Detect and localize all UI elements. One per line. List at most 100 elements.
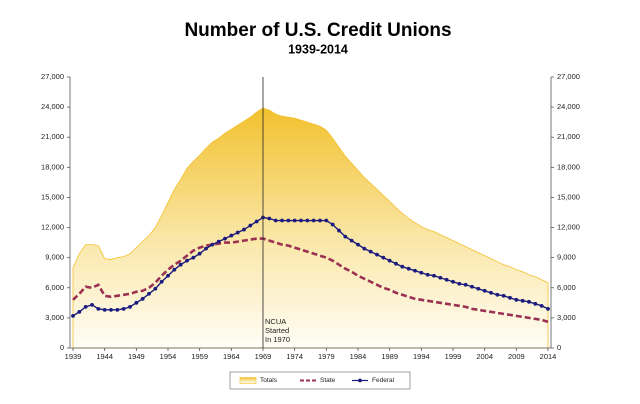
point [229, 233, 234, 238]
chart-subtitle: 1939-2014 [288, 42, 348, 56]
y-tick-label: 21,000 [41, 132, 64, 141]
point [77, 309, 82, 314]
point [235, 230, 240, 235]
legend-label: Totals [260, 377, 278, 384]
y-tick-label: 12,000 [41, 223, 64, 232]
y-tick-label: 27,000 [41, 72, 64, 81]
point [337, 228, 341, 233]
point [115, 307, 120, 312]
point [210, 242, 215, 247]
point [223, 236, 227, 241]
point [147, 291, 151, 296]
y-tick-label-right: 24,000 [557, 102, 580, 111]
point [280, 218, 284, 223]
point [134, 300, 139, 305]
x-tick-label: 2009 [508, 352, 525, 361]
x-tick-label: 1984 [350, 352, 367, 361]
line [72, 237, 549, 324]
point [425, 272, 430, 277]
point [520, 298, 525, 303]
area [72, 107, 549, 349]
point [343, 234, 348, 239]
point [457, 281, 462, 286]
point [185, 258, 189, 263]
y-tick-label: 24,000 [41, 102, 64, 111]
legend-label: Federal [372, 377, 395, 384]
y-tick-label-right: 0 [557, 343, 561, 352]
point [356, 242, 360, 247]
y-tick-label-right: 15,000 [557, 192, 580, 201]
point [324, 218, 329, 223]
point [349, 238, 354, 243]
x-tick-label: 1994 [413, 352, 430, 361]
y-tick-label-right: 9,000 [557, 253, 576, 262]
x-tick-label: 1944 [96, 352, 113, 361]
point [267, 216, 272, 221]
chart-title: Number of U.S. Credit Unions [184, 20, 451, 41]
point [432, 273, 436, 278]
point [102, 307, 107, 312]
point [242, 227, 246, 232]
point [128, 304, 132, 309]
legend-box [229, 371, 411, 390]
point [546, 306, 550, 311]
y-tick-label: 18,000 [41, 162, 64, 171]
line [72, 216, 549, 317]
x-tick-label: 1999 [445, 352, 462, 361]
point [514, 297, 519, 302]
y-tick-label-right: 27,000 [557, 72, 580, 81]
x-tick-label: 1989 [381, 352, 398, 361]
point [311, 218, 316, 223]
point [362, 246, 367, 251]
x-tick-label: 2014 [540, 352, 557, 361]
point [375, 252, 379, 257]
point [109, 307, 113, 312]
y-tick-label: 0 [60, 343, 64, 352]
x-tick-label: 1939 [65, 352, 82, 361]
y-tick-label-right: 3,000 [557, 313, 576, 322]
point [248, 223, 253, 228]
x-tick-label: 1979 [318, 352, 335, 361]
point [90, 302, 94, 307]
point [330, 222, 335, 227]
point [305, 218, 310, 223]
point [444, 277, 449, 282]
point [419, 270, 424, 275]
point [273, 218, 278, 223]
point [140, 296, 145, 301]
legend-label: State [320, 377, 336, 384]
x-tick-label: 2004 [476, 352, 493, 361]
x-tick-label: 1949 [128, 352, 145, 361]
point [394, 261, 398, 266]
y-tick-label: 3,000 [45, 313, 64, 322]
point [527, 299, 531, 304]
annotation-text: NCUA [265, 317, 286, 326]
y-tick-label-right: 18,000 [557, 162, 580, 171]
x-tick-label: 1964 [223, 352, 240, 361]
y-tick-label: 15,000 [41, 192, 64, 201]
point [406, 266, 411, 271]
point [166, 273, 170, 278]
point [191, 255, 196, 260]
y-tick-label-right: 12,000 [557, 223, 580, 232]
point [286, 218, 291, 223]
point [216, 239, 221, 244]
point [470, 284, 474, 289]
point [172, 267, 177, 272]
point [482, 288, 487, 293]
point [318, 218, 322, 223]
y-tick-label: 6,000 [45, 283, 64, 292]
point [153, 286, 158, 291]
point [368, 249, 373, 254]
point [299, 218, 303, 223]
point [387, 258, 392, 263]
point [159, 279, 164, 284]
point [476, 286, 481, 291]
point [96, 306, 101, 311]
point [451, 279, 455, 284]
y-tick-label: 9,000 [45, 253, 64, 262]
annotation-text: Started [265, 326, 289, 335]
point [83, 304, 88, 309]
point [381, 255, 386, 260]
